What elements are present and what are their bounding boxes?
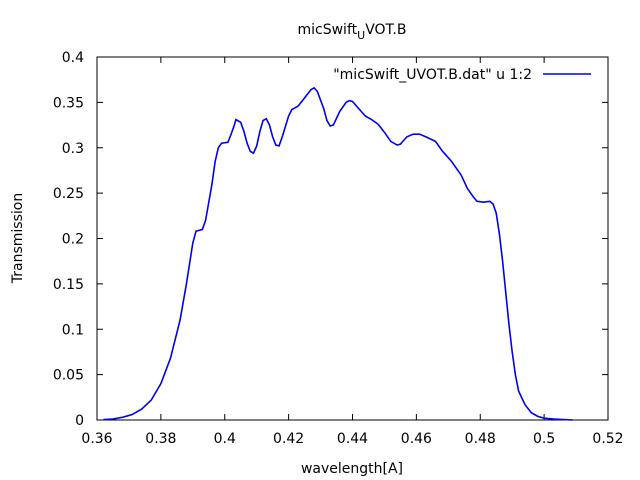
y-tick-label: 0.35 (53, 95, 84, 111)
y-tick-label: 0.1 (62, 322, 84, 338)
y-tick-label: 0.05 (53, 368, 84, 384)
chart-title: micSwiftUVOT.B (298, 22, 407, 42)
x-tick-label: 0.5 (533, 431, 555, 447)
data-line (103, 86, 573, 421)
title-part: VOT.B (365, 22, 406, 38)
title-part: micSwift (298, 22, 358, 38)
x-tick-label: 0.36 (81, 431, 112, 447)
y-axis-label: Transmission (10, 193, 26, 284)
y-tick-label: 0.15 (53, 277, 84, 293)
x-tick-label: 0.46 (401, 431, 432, 447)
plot-border (96, 56, 609, 421)
y-tick-label: 0.25 (53, 186, 84, 202)
x-tick-label: 0.44 (337, 431, 368, 447)
x-tick-label: 0.38 (145, 431, 176, 447)
x-tick-label: 0.52 (592, 431, 623, 447)
x-axis-label: wavelength[A] (301, 461, 403, 477)
y-tick-label: 0 (75, 413, 84, 429)
y-tick-label: 0.3 (62, 141, 84, 157)
y-tick-label: 0.2 (62, 232, 84, 248)
x-tick-label: 0.48 (465, 431, 496, 447)
x-tick-label: 0.4 (214, 431, 236, 447)
title-subscript: U (357, 29, 365, 42)
x-tick-label: 0.42 (273, 431, 304, 447)
legend-label: "micSwift_UVOT.B.dat" u 1:2 (333, 67, 532, 83)
y-tick-label: 0.4 (62, 50, 84, 66)
